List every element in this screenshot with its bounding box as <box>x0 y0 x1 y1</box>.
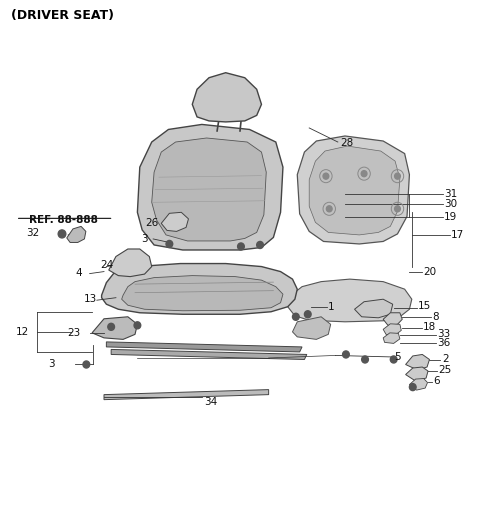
Text: 26: 26 <box>145 218 159 228</box>
Polygon shape <box>192 73 262 122</box>
Text: 20: 20 <box>424 267 437 277</box>
Text: 3: 3 <box>48 359 55 369</box>
Circle shape <box>326 206 332 212</box>
Circle shape <box>238 243 244 250</box>
Text: 28: 28 <box>340 138 353 148</box>
Text: 33: 33 <box>437 329 450 339</box>
Polygon shape <box>104 389 269 399</box>
Text: 17: 17 <box>451 230 464 240</box>
Polygon shape <box>297 136 409 244</box>
Circle shape <box>292 313 299 320</box>
Circle shape <box>390 356 397 363</box>
Polygon shape <box>92 317 137 339</box>
Polygon shape <box>383 313 402 325</box>
Text: 24: 24 <box>101 260 114 270</box>
Polygon shape <box>102 264 297 314</box>
Text: (DRIVER SEAT): (DRIVER SEAT) <box>11 9 114 22</box>
Circle shape <box>362 356 368 363</box>
Polygon shape <box>406 367 428 381</box>
Text: 15: 15 <box>418 301 431 311</box>
Polygon shape <box>152 138 266 241</box>
Text: 34: 34 <box>204 397 217 407</box>
Polygon shape <box>292 317 331 339</box>
Text: 32: 32 <box>26 228 39 238</box>
Polygon shape <box>383 324 401 335</box>
Text: 23: 23 <box>67 328 80 338</box>
Polygon shape <box>109 249 152 277</box>
Circle shape <box>257 241 264 248</box>
Text: 36: 36 <box>437 338 450 348</box>
Polygon shape <box>409 379 428 390</box>
Text: 25: 25 <box>438 365 451 375</box>
Text: 1: 1 <box>328 302 335 312</box>
Polygon shape <box>107 342 302 352</box>
Circle shape <box>83 361 90 368</box>
Circle shape <box>58 230 66 238</box>
Text: 12: 12 <box>16 327 29 337</box>
Circle shape <box>323 173 329 179</box>
Polygon shape <box>121 276 283 311</box>
Polygon shape <box>406 355 430 370</box>
Polygon shape <box>161 212 189 231</box>
Circle shape <box>304 311 311 318</box>
Text: 4: 4 <box>75 268 82 278</box>
Text: 13: 13 <box>84 294 97 304</box>
Polygon shape <box>355 299 393 318</box>
Text: 5: 5 <box>394 352 401 362</box>
Polygon shape <box>288 279 412 322</box>
Polygon shape <box>383 333 400 343</box>
Text: 31: 31 <box>444 189 457 199</box>
Circle shape <box>395 206 400 212</box>
Circle shape <box>343 351 349 358</box>
Circle shape <box>395 173 400 179</box>
Text: 8: 8 <box>432 312 439 322</box>
Circle shape <box>409 384 416 390</box>
Circle shape <box>108 323 115 330</box>
Circle shape <box>166 240 173 247</box>
Text: 30: 30 <box>444 199 457 209</box>
Text: 3: 3 <box>141 234 148 244</box>
Text: 19: 19 <box>444 212 457 222</box>
Polygon shape <box>137 124 283 250</box>
Text: REF. 88-888: REF. 88-888 <box>29 215 98 225</box>
Text: 18: 18 <box>423 322 436 332</box>
Circle shape <box>361 171 367 177</box>
Text: 6: 6 <box>433 376 439 386</box>
Circle shape <box>134 322 141 329</box>
Text: 2: 2 <box>442 355 448 365</box>
Polygon shape <box>309 146 400 235</box>
Polygon shape <box>111 349 307 360</box>
Polygon shape <box>67 226 86 242</box>
